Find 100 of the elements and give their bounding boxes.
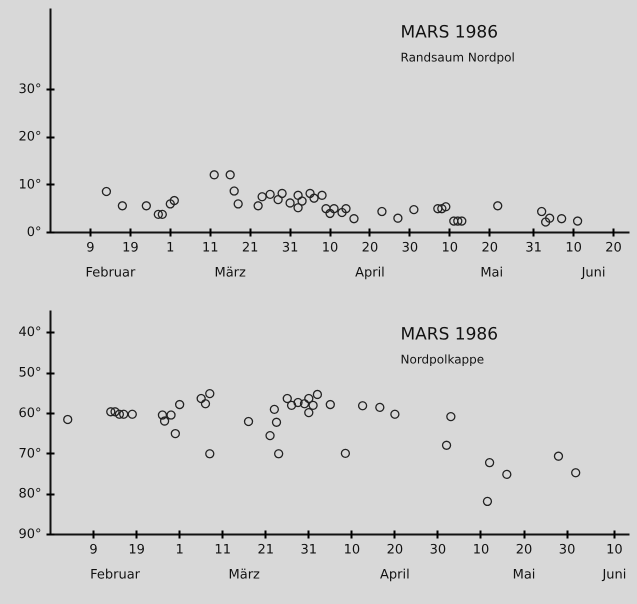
point (63, 414, 72, 424)
point (482, 496, 492, 506)
point (325, 208, 335, 218)
x-tick-label: 11 (202, 240, 218, 256)
point (253, 201, 263, 210)
y-tick-label: 30° (18, 82, 42, 98)
x-tick-label: 31 (282, 240, 298, 256)
x-tick-label: 20 (362, 240, 378, 256)
point (340, 448, 350, 458)
x-tick-label: 10 (442, 240, 458, 256)
point (441, 202, 450, 212)
point (205, 389, 214, 398)
x-tick-label: 30 (402, 240, 418, 256)
point (265, 430, 275, 440)
point (205, 449, 214, 458)
point (142, 201, 151, 210)
y-tick-label: 70° (18, 446, 42, 462)
x-tick-label: 19 (122, 240, 139, 256)
point (106, 407, 116, 416)
point (554, 452, 564, 461)
point (377, 206, 387, 216)
point (300, 399, 310, 408)
point (272, 418, 282, 427)
point (265, 190, 275, 200)
point (128, 410, 137, 419)
point (449, 216, 458, 226)
x-tick-label: 10 (322, 240, 338, 256)
point (437, 204, 446, 214)
x-tick-label: 9 (89, 542, 98, 558)
point (309, 194, 319, 203)
point (166, 199, 175, 209)
text: Juni (601, 568, 626, 582)
y-tick-label: 60° (18, 406, 42, 421)
point (304, 394, 314, 404)
point (393, 214, 403, 223)
y-tick-label: 90° (18, 527, 42, 542)
x-tick-label: 20 (481, 240, 498, 256)
point (502, 470, 512, 480)
point (293, 398, 303, 408)
point (540, 217, 550, 227)
point (329, 204, 339, 214)
point (293, 203, 303, 212)
point (110, 407, 120, 416)
x-tick-label: 10 (565, 240, 582, 256)
point (442, 440, 452, 450)
y-tick-label: 0° (26, 225, 42, 240)
point (174, 400, 184, 410)
x-tick-label: 1 (176, 542, 184, 558)
point (160, 416, 170, 426)
x-tick-label: 30 (558, 542, 576, 558)
text: April (380, 568, 410, 582)
point (158, 210, 167, 220)
x-tick-label: 19 (128, 542, 145, 558)
point (453, 216, 462, 226)
point (349, 214, 359, 224)
point (102, 186, 112, 196)
text: März (214, 266, 246, 280)
point (341, 204, 351, 214)
x-tick-label: 20 (605, 240, 622, 256)
point (277, 188, 287, 198)
text: Mai (512, 568, 536, 582)
x-tick-label: 20 (386, 542, 404, 558)
y-tick-label: 80° (18, 486, 42, 502)
x-tick-label: 20 (516, 542, 532, 558)
point (226, 170, 235, 180)
x-tick-label: 31 (525, 240, 542, 256)
y-tick-label: 10° (18, 177, 42, 192)
point (409, 204, 419, 214)
point (210, 170, 219, 180)
x-tick-label: 21 (257, 542, 274, 558)
x-tick-label: 10 (472, 542, 490, 558)
y-tick-label: 20° (18, 130, 42, 145)
point (537, 206, 546, 216)
point (270, 404, 279, 414)
point (285, 198, 295, 208)
point (274, 449, 284, 458)
point (484, 458, 494, 468)
point (200, 399, 210, 408)
text: Juni (580, 266, 606, 280)
point (244, 416, 254, 426)
x-tick-label: 10 (344, 542, 360, 558)
point (304, 408, 314, 418)
x-tick-label: 10 (606, 542, 623, 558)
point (154, 210, 163, 220)
point (375, 402, 384, 412)
point (282, 394, 292, 404)
point (571, 468, 580, 478)
y-tick-label: 40° (18, 325, 42, 340)
point (166, 410, 176, 420)
point (119, 410, 128, 419)
x-tick-label: 30 (430, 542, 446, 558)
point (446, 412, 456, 422)
point (308, 400, 318, 410)
point (170, 428, 180, 438)
point (326, 400, 335, 410)
point (433, 204, 442, 214)
point (572, 216, 582, 226)
point (230, 186, 239, 196)
point (321, 204, 331, 214)
text: Randsaum Nordpol (400, 50, 515, 64)
